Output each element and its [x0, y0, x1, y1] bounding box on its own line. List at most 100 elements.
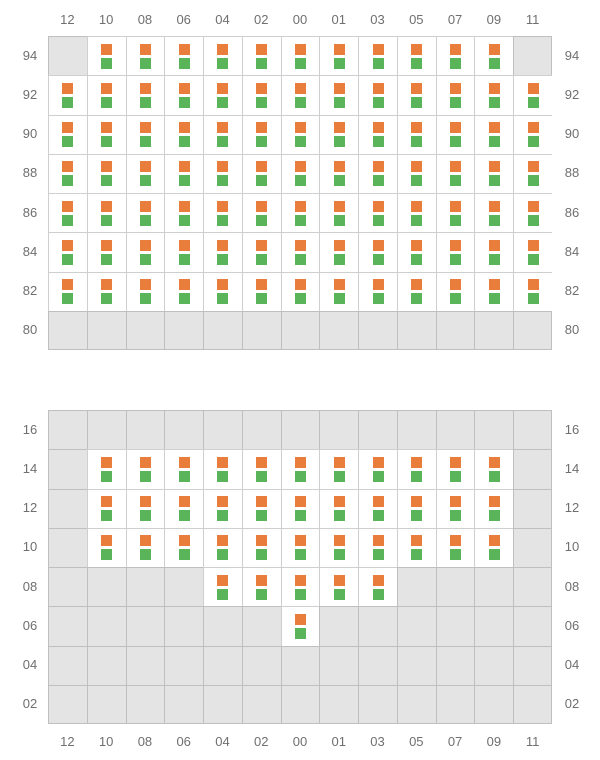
cell[interactable]: [358, 489, 397, 528]
cell[interactable]: [281, 154, 320, 193]
cell[interactable]: [436, 193, 475, 232]
cell[interactable]: [164, 115, 203, 154]
cell[interactable]: [203, 193, 242, 232]
cell[interactable]: [281, 232, 320, 271]
cell[interactable]: [126, 193, 165, 232]
cell[interactable]: [242, 449, 281, 488]
cell[interactable]: [48, 115, 87, 154]
cell[interactable]: [281, 489, 320, 528]
cell[interactable]: [436, 36, 475, 75]
cell[interactable]: [358, 154, 397, 193]
cell[interactable]: [203, 272, 242, 311]
cell[interactable]: [474, 154, 513, 193]
cell[interactable]: [87, 449, 126, 488]
cell[interactable]: [474, 528, 513, 567]
cell[interactable]: [242, 193, 281, 232]
cell[interactable]: [126, 115, 165, 154]
cell[interactable]: [242, 272, 281, 311]
cell[interactable]: [319, 567, 358, 606]
cell[interactable]: [358, 36, 397, 75]
cell[interactable]: [281, 36, 320, 75]
cell[interactable]: [474, 193, 513, 232]
cell[interactable]: [87, 36, 126, 75]
cell[interactable]: [436, 115, 475, 154]
cell[interactable]: [164, 489, 203, 528]
cell[interactable]: [242, 489, 281, 528]
cell[interactable]: [48, 232, 87, 271]
cell[interactable]: [397, 193, 436, 232]
cell[interactable]: [436, 272, 475, 311]
cell[interactable]: [281, 272, 320, 311]
cell[interactable]: [203, 75, 242, 114]
cell[interactable]: [48, 193, 87, 232]
cell[interactable]: [164, 449, 203, 488]
cell[interactable]: [319, 272, 358, 311]
cell[interactable]: [358, 115, 397, 154]
cell[interactable]: [126, 232, 165, 271]
cell[interactable]: [242, 232, 281, 271]
cell[interactable]: [48, 75, 87, 114]
cell[interactable]: [164, 154, 203, 193]
cell[interactable]: [436, 528, 475, 567]
cell[interactable]: [87, 154, 126, 193]
cell[interactable]: [126, 75, 165, 114]
cell[interactable]: [126, 489, 165, 528]
cell[interactable]: [203, 36, 242, 75]
cell[interactable]: [358, 272, 397, 311]
cell[interactable]: [474, 36, 513, 75]
cell[interactable]: [436, 489, 475, 528]
cell[interactable]: [358, 75, 397, 114]
cell[interactable]: [513, 75, 552, 114]
cell[interactable]: [242, 36, 281, 75]
cell[interactable]: [358, 193, 397, 232]
cell[interactable]: [126, 36, 165, 75]
cell[interactable]: [87, 489, 126, 528]
cell[interactable]: [126, 154, 165, 193]
cell[interactable]: [164, 193, 203, 232]
cell[interactable]: [164, 272, 203, 311]
cell[interactable]: [513, 272, 552, 311]
cell[interactable]: [87, 232, 126, 271]
cell[interactable]: [281, 193, 320, 232]
cell[interactable]: [164, 36, 203, 75]
cell[interactable]: [242, 75, 281, 114]
cell[interactable]: [281, 449, 320, 488]
cell[interactable]: [397, 528, 436, 567]
cell[interactable]: [87, 193, 126, 232]
cell[interactable]: [358, 528, 397, 567]
cell[interactable]: [281, 75, 320, 114]
cell[interactable]: [319, 528, 358, 567]
cell[interactable]: [164, 528, 203, 567]
cell[interactable]: [397, 489, 436, 528]
cell[interactable]: [319, 36, 358, 75]
cell[interactable]: [397, 449, 436, 488]
cell[interactable]: [87, 528, 126, 567]
cell[interactable]: [436, 449, 475, 488]
cell[interactable]: [397, 154, 436, 193]
cell[interactable]: [474, 232, 513, 271]
cell[interactable]: [436, 75, 475, 114]
cell[interactable]: [87, 272, 126, 311]
cell[interactable]: [436, 154, 475, 193]
cell[interactable]: [242, 154, 281, 193]
cell[interactable]: [242, 528, 281, 567]
cell[interactable]: [513, 115, 552, 154]
cell[interactable]: [319, 193, 358, 232]
cell[interactable]: [203, 154, 242, 193]
cell[interactable]: [48, 154, 87, 193]
cell[interactable]: [87, 75, 126, 114]
cell[interactable]: [319, 75, 358, 114]
cell[interactable]: [474, 272, 513, 311]
cell[interactable]: [397, 272, 436, 311]
cell[interactable]: [474, 449, 513, 488]
cell[interactable]: [281, 567, 320, 606]
cell[interactable]: [474, 75, 513, 114]
cell[interactable]: [397, 232, 436, 271]
cell[interactable]: [242, 567, 281, 606]
cell[interactable]: [126, 449, 165, 488]
cell[interactable]: [513, 193, 552, 232]
cell[interactable]: [203, 232, 242, 271]
cell[interactable]: [436, 232, 475, 271]
cell[interactable]: [319, 489, 358, 528]
cell[interactable]: [474, 489, 513, 528]
